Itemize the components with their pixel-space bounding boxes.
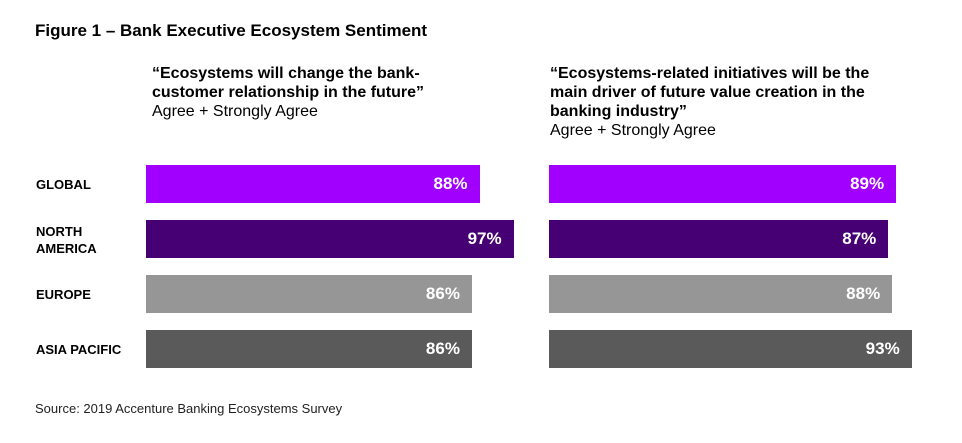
- category-label: EUROPE: [36, 287, 91, 302]
- category-label: ASIA PACIFIC: [36, 342, 122, 357]
- bar: 88%: [549, 275, 893, 313]
- bar: 87%: [549, 220, 889, 258]
- chart-2-title: “Ecosystems-related initiatives will be …: [550, 65, 870, 120]
- chart-1-title: “Ecosystems will change the bank-custome…: [152, 65, 425, 101]
- chart-1-header: “Ecosystems will change the bank-custome…: [152, 64, 472, 121]
- bar: 86%: [146, 275, 472, 313]
- source-note: Source: 2019 Accenture Banking Ecosystem…: [35, 401, 343, 416]
- category-label: GLOBAL: [36, 177, 91, 192]
- data-label: 86%: [425, 339, 460, 358]
- data-label: 89%: [850, 174, 885, 193]
- category-label: NORTH AMERICA: [36, 224, 97, 256]
- bar: 86%: [146, 330, 472, 368]
- chart-1-subtitle: Agree + Strongly Agree: [152, 103, 318, 120]
- data-label: 86%: [425, 284, 460, 303]
- figure-title: Figure 1 – Bank Executive Ecosystem Sent…: [35, 21, 428, 40]
- data-label: 88%: [433, 174, 468, 193]
- data-label: 88%: [846, 284, 881, 303]
- data-label: 93%: [865, 339, 900, 358]
- bar: 88%: [146, 165, 480, 203]
- chart-2-header: “Ecosystems-related initiatives will be …: [550, 64, 880, 140]
- data-label: 87%: [842, 229, 877, 248]
- bar: 89%: [549, 165, 897, 203]
- bar: 97%: [146, 220, 514, 258]
- data-label: 97%: [467, 229, 502, 248]
- bar: 93%: [549, 330, 912, 368]
- chart-2-subtitle: Agree + Strongly Agree: [550, 122, 716, 139]
